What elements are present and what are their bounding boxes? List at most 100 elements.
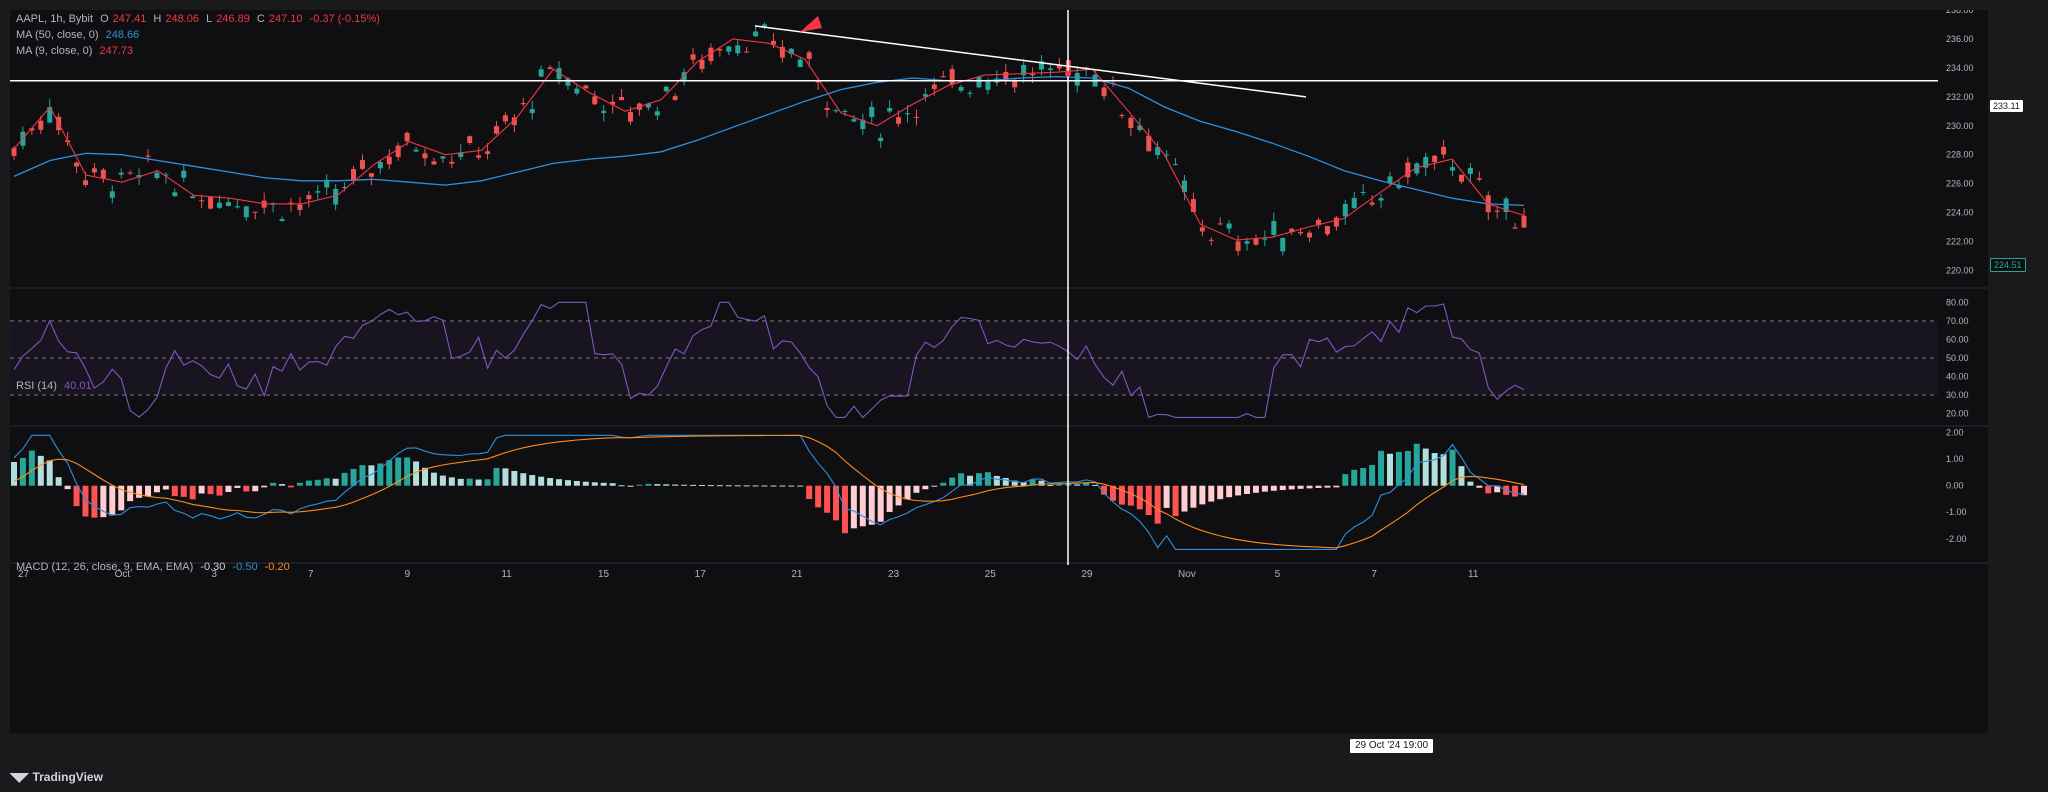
macd-histogram-bar [1431, 453, 1438, 486]
macd-histogram-bar [520, 473, 527, 486]
macd-histogram-bar [404, 457, 411, 486]
macd-histogram-bar [171, 485, 178, 497]
candle-body [708, 47, 714, 61]
candle-body [1137, 125, 1143, 130]
candle-body [1521, 215, 1527, 228]
macd-histogram-bar [850, 485, 857, 529]
macd-histogram-bar [118, 485, 125, 511]
x-tick-label: 7 [1371, 569, 1377, 580]
x-tick-label: Nov [1178, 569, 1196, 580]
macd-histogram-bar [377, 463, 384, 486]
macd-histogram-bar [1342, 474, 1349, 486]
y-tick-label: 228.00 [1946, 150, 1974, 160]
macd-histogram-bar [287, 485, 294, 488]
macd-histogram-bar [502, 468, 509, 486]
candle-body [1298, 232, 1304, 234]
candle-body [359, 160, 365, 169]
macd-histogram-bar [207, 485, 214, 495]
change-value: -0.37 (-0.15%) [309, 13, 380, 25]
macd-histogram-bar [949, 477, 956, 486]
ma9-line [13, 38, 1525, 241]
open-value: 247.41 [112, 13, 147, 25]
horizontal-line-price-tag[interactable]: 233.11 [1990, 100, 2023, 112]
ma50-legend[interactable]: MA (50, close, 0) 248.66 [16, 28, 143, 43]
macd-histogram-bar [824, 485, 831, 513]
price-legend: AAPL, 1h, Bybit O 247.41 H 248.06 L 246.89 … [16, 12, 384, 27]
macd-histogram-bar [1261, 485, 1268, 492]
macd-histogram-bar [1047, 484, 1054, 486]
chart-plot-area[interactable]: 220.00 222.00 224.00 226.00 228.00 230.00 232.… [10, 10, 1988, 733]
candle-body [449, 161, 455, 164]
tradingview-logo[interactable]: ◥◤ TradingView [10, 770, 103, 784]
candle-body [574, 88, 580, 94]
candle-body [404, 132, 410, 142]
macd-histogram-bar [1154, 485, 1161, 524]
y-tick-label: 0.00 [1946, 481, 1964, 491]
macd-histogram-bar [1324, 485, 1331, 488]
y-tick-label: 30.00 [1946, 390, 1969, 400]
high-label: H [153, 13, 162, 25]
macd-histogram-bar [788, 485, 795, 487]
macd-histogram-bar [1163, 485, 1170, 508]
candle-body [324, 179, 330, 188]
candle-body [315, 191, 321, 193]
candle-body [467, 136, 473, 144]
candle-body [788, 48, 794, 54]
rsi-legend[interactable]: RSI (14) 40.01 [16, 379, 96, 394]
macd-histogram-bar [564, 480, 571, 486]
candle-body [279, 219, 285, 222]
macd-histogram-bar [296, 482, 303, 486]
candle-body [1360, 191, 1366, 193]
macd-histogram-bar [350, 468, 357, 486]
y-tick-label: 236.00 [1946, 34, 1974, 44]
macd-histogram-bar [681, 484, 688, 486]
candle-body [502, 115, 508, 122]
macd-histogram-bar [261, 485, 268, 488]
candle-body [1173, 163, 1179, 165]
macd-histogram-bar [341, 472, 348, 486]
macd-histogram-bar [430, 472, 437, 486]
macd-histogram-bar [833, 485, 840, 521]
macd-histogram-bar [279, 484, 286, 486]
macd-legend[interactable]: MACD (12, 26, close, 9, EMA, EMA) -0.30 … [16, 560, 294, 575]
candle-body [118, 172, 124, 175]
macd-histogram-bar [1244, 485, 1251, 494]
macd-histogram-bar [636, 484, 643, 486]
macd-histogram-bar [752, 485, 759, 487]
candle-body [887, 108, 893, 112]
macd-signal-line [13, 434, 1525, 549]
candle-body [1351, 197, 1357, 209]
macd-histogram-bar [198, 485, 205, 494]
candle-body [547, 67, 553, 69]
macd-histogram-bar [618, 485, 625, 487]
candle-body [949, 69, 955, 85]
macd-histogram-bar [1011, 480, 1018, 486]
candle-body [601, 110, 607, 113]
candle-body [1244, 241, 1250, 244]
candle-body [47, 107, 53, 123]
macd-histogram-bar [770, 485, 777, 487]
chart-svg[interactable]: 220.00222.00224.00226.00228.00230.00232.… [10, 10, 1988, 733]
macd-signal-value: -0.50 [232, 561, 258, 573]
y-tick-label: 20.00 [1946, 409, 1969, 419]
candle-body [1378, 198, 1384, 201]
candle-body [1512, 227, 1518, 229]
macd-histogram-bar [582, 481, 589, 486]
y-tick-label: 224.00 [1946, 208, 1974, 218]
low-value: 246.89 [216, 13, 250, 25]
candle-body [1199, 227, 1205, 232]
candle-body [1021, 64, 1027, 76]
candle-body [154, 172, 160, 178]
candle-body [1369, 202, 1375, 205]
candle-body [824, 107, 830, 111]
low-label: L [206, 13, 213, 25]
macd-histogram-bar [1002, 478, 1009, 486]
ma9-legend[interactable]: MA (9, close, 0) 247.73 [16, 44, 137, 59]
candle-body [645, 103, 651, 108]
candle-body [225, 202, 231, 206]
macd-histogram-bar [73, 485, 80, 507]
macd-histogram-bar [716, 485, 723, 487]
close-label: C [256, 13, 265, 25]
macd-histogram-bar [672, 484, 679, 486]
x-tick-label: 23 [888, 569, 900, 580]
